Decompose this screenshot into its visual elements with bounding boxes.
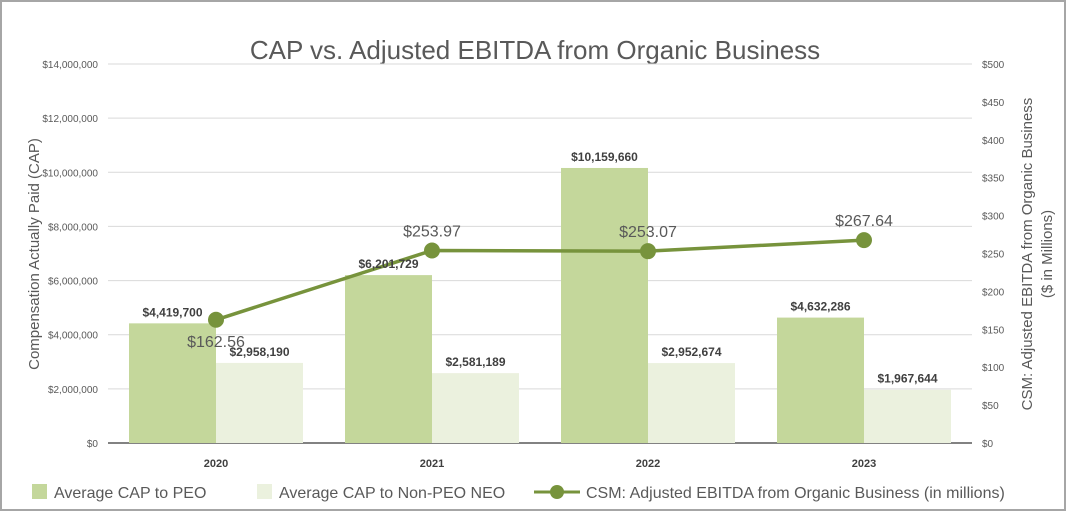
bar-label-peo: $6,201,729 bbox=[358, 257, 418, 271]
bar-label-non-peo: $2,958,190 bbox=[229, 345, 289, 359]
left-tick-label: $2,000,000 bbox=[48, 385, 98, 396]
right-tick-label: $500 bbox=[982, 60, 1005, 71]
right-tick-label: $450 bbox=[982, 98, 1005, 109]
legend-swatch-non-peo bbox=[257, 484, 272, 499]
right-tick-label: $50 bbox=[982, 401, 999, 412]
left-tick-label: $4,000,000 bbox=[48, 331, 98, 342]
bar-label-peo: $10,159,660 bbox=[571, 150, 638, 164]
right-axis-title-line1: CSM: Adjusted EBITDA from Organic Busine… bbox=[1019, 98, 1036, 411]
ebitda-point bbox=[424, 242, 440, 259]
right-axis-title-line2: ($ in Millions) bbox=[1039, 210, 1056, 298]
bar-peo bbox=[345, 275, 432, 443]
ebitda-label: $267.64 bbox=[835, 213, 893, 230]
legend: Average CAP to PEO Average CAP to Non-PE… bbox=[32, 484, 1005, 502]
bar-peo bbox=[561, 167, 648, 443]
ebitda-label: $253.07 bbox=[619, 224, 677, 241]
right-tick-label: $350 bbox=[982, 174, 1005, 185]
legend-label-non-peo: Average CAP to Non-PEO NEO bbox=[279, 485, 505, 502]
left-tick-label: $14,000,000 bbox=[42, 60, 98, 71]
chart-title: CAP vs. Adjusted EBITDA from Organic Bus… bbox=[250, 35, 820, 65]
bar-peo bbox=[129, 323, 216, 443]
bar-label-non-peo: $1,967,644 bbox=[877, 372, 937, 386]
category-label: 2021 bbox=[420, 458, 444, 470]
ebitda-line bbox=[215, 238, 865, 322]
category-label: 2023 bbox=[852, 458, 876, 470]
bar-label-non-peo: $2,581,189 bbox=[445, 355, 505, 369]
bar-label-peo: $4,419,700 bbox=[142, 305, 202, 319]
legend-marker-ebitda bbox=[550, 485, 564, 499]
left-tick-label: $6,000,000 bbox=[48, 277, 98, 288]
right-tick-label: $250 bbox=[982, 250, 1005, 261]
right-tick-label: $100 bbox=[982, 363, 1005, 374]
bar-label-non-peo: $2,952,674 bbox=[661, 345, 721, 359]
category-label: 2020 bbox=[204, 458, 228, 470]
bar-label-peo: $4,632,286 bbox=[790, 300, 850, 314]
left-axis-title: Compensation Actually Paid (CAP) bbox=[26, 138, 43, 370]
bar-peo bbox=[777, 317, 864, 443]
right-tick-label: $200 bbox=[982, 287, 1005, 298]
left-tick-label: $10,000,000 bbox=[42, 168, 98, 179]
right-tick-label: $400 bbox=[982, 136, 1005, 147]
legend-label-peo: Average CAP to PEO bbox=[54, 485, 206, 502]
ebitda-label: $253.97 bbox=[403, 223, 461, 240]
ebitda-point bbox=[856, 232, 872, 249]
ebitda-point bbox=[640, 243, 656, 260]
bar-non-peo bbox=[432, 373, 519, 443]
right-tick-label: $0 bbox=[982, 439, 994, 450]
legend-swatch-peo bbox=[32, 484, 47, 499]
legend-label-ebitda: CSM: Adjusted EBITDA from Organic Busine… bbox=[586, 485, 1005, 502]
bar-non-peo bbox=[864, 389, 951, 443]
right-tick-label: $150 bbox=[982, 325, 1005, 336]
left-tick-label: $12,000,000 bbox=[42, 114, 98, 125]
ebitda-point bbox=[208, 311, 224, 328]
category-label: 2022 bbox=[636, 458, 660, 470]
bar-non-peo bbox=[216, 362, 303, 443]
left-tick-label: $0 bbox=[87, 439, 99, 450]
right-tick-label: $300 bbox=[982, 212, 1005, 223]
ebitda-label: $162.56 bbox=[187, 334, 245, 351]
left-tick-label: $8,000,000 bbox=[48, 222, 98, 233]
bar-non-peo bbox=[648, 363, 735, 443]
